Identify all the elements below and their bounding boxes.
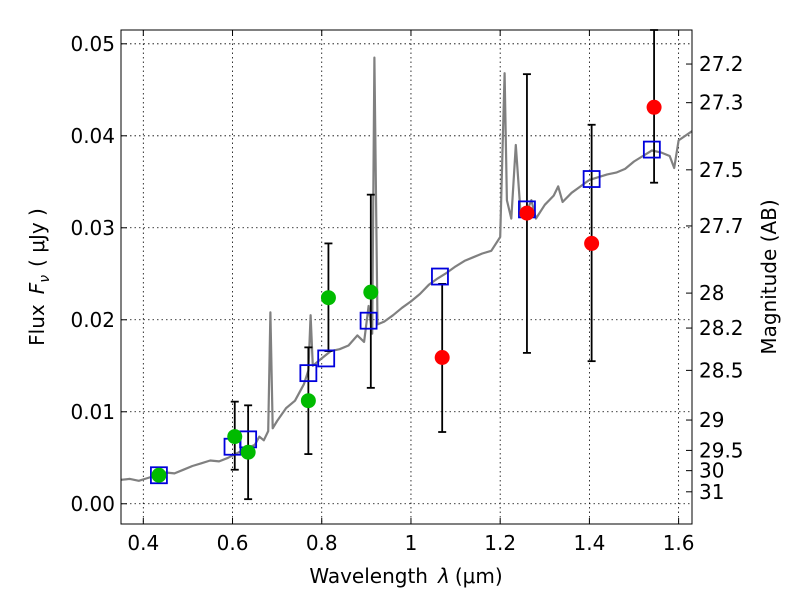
x-tick-label: 0.8 (306, 531, 338, 555)
y2-tick-label: 29.5 (699, 438, 744, 462)
y-tick-label: 0.05 (70, 32, 115, 56)
y-tick-label: 0.03 (70, 216, 115, 240)
y-axis-label: FluxFν( μJy ) (25, 208, 53, 346)
y2-tick-label: 27.7 (699, 214, 744, 238)
y2-tick-label: 27.5 (699, 158, 744, 182)
model-square-point (642, 140, 661, 159)
x-tick-label: 1.4 (573, 531, 605, 555)
y2-tick-label: 28.5 (699, 358, 744, 382)
y2-tick-label: 27.3 (699, 91, 744, 115)
model-square-point (317, 349, 336, 368)
y-tick-label: 0.01 (70, 400, 115, 424)
grid (121, 30, 692, 524)
x-axis-label: Wavelength λ (μm) (309, 564, 502, 588)
plot-frame (120, 29, 693, 525)
green-point (320, 290, 336, 306)
model-photometry-squares (150, 140, 661, 485)
green-point (227, 429, 243, 445)
green-point (151, 467, 167, 483)
y2-axis-label: Magnitude (AB) (757, 199, 781, 354)
y-tick-label: 0.04 (70, 124, 115, 148)
y2-tick-label: 28 (699, 281, 724, 305)
x-tick-label: 0.6 (217, 531, 249, 555)
red-point (646, 99, 662, 115)
axis-ticks: 0.4 0.6 0.8 1 1.2 1.4 1.6 0.00 0.01 0.02 0.03 0.04 0… (70, 30, 744, 555)
y-tick-label: 0.02 (70, 308, 115, 332)
green-point (363, 284, 379, 300)
red-point (519, 205, 535, 221)
red-point (584, 235, 600, 251)
model-square-point (359, 311, 378, 330)
model-square-point (582, 170, 601, 188)
y2-tick-label: 31 (699, 480, 724, 504)
x-tick-label: 1.2 (484, 531, 516, 555)
model-square-point (150, 466, 168, 485)
y-tick-label: 0.00 (70, 492, 115, 516)
model-square-point (299, 364, 318, 383)
red-detections (434, 99, 662, 365)
y2-tick-label: 29 (699, 408, 724, 432)
y2-tick-label: 27.2 (699, 52, 744, 76)
x-tick-label: 0.4 (127, 531, 159, 555)
x-tick-label: 1 (405, 531, 418, 555)
model-square-point (431, 267, 449, 286)
green-point (300, 393, 316, 409)
red-point (434, 349, 450, 365)
x-tick-label: 1.6 (663, 531, 695, 555)
green-detections (151, 284, 379, 483)
model-spectrum-line (120, 56, 693, 482)
y2-tick-label: 28.2 (699, 316, 744, 340)
green-point (240, 444, 256, 460)
y2-tick-label: 30 (699, 459, 724, 483)
model-spectrum (120, 56, 693, 482)
